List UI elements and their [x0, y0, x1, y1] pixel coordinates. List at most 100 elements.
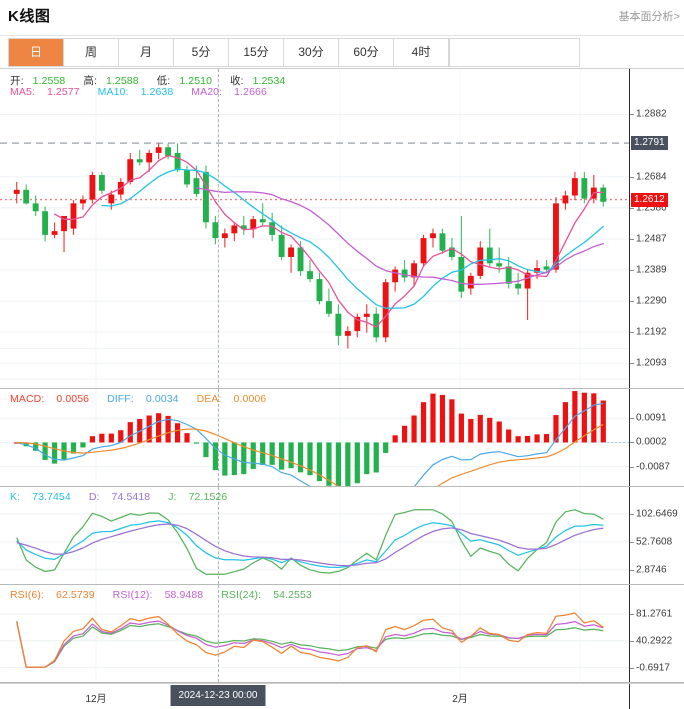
- selected-time-badge: 2024-12-23 00:00: [170, 685, 266, 706]
- crosshair-vertical-line: [218, 487, 219, 584]
- kdj-axis: 102.6469 52.7608 2.8746: [630, 487, 684, 584]
- rsi-axis: 81.2761 40.2922 -0.6917: [630, 585, 684, 682]
- kdj-axis-label: 102.6469: [636, 508, 678, 520]
- macd-axis-label: -0.0087: [636, 461, 670, 473]
- price-axis-label: 1.2684: [636, 171, 667, 183]
- candlestick-chart: [0, 69, 629, 388]
- price-axis: 1.2882 1.2684 1.2586 1.2487 1.2389 1.2290 1.21…: [630, 69, 684, 388]
- macd-legend: MACD: 0.0056 DIFF: 0.0034 DEA: 0.0006: [10, 393, 284, 405]
- rsi-panel[interactable]: RSI(6): 62.5739 RSI(12): 58.9488 RSI(24): …: [0, 585, 684, 683]
- axis-tick: [630, 332, 634, 334]
- rsi-legend: RSI(6): 62.5739 RSI(12): 58.9488 RSI(24): …: [10, 589, 330, 601]
- crosshair-vertical-line: [218, 69, 219, 388]
- macd-axis: 0.0091 0.0002 -0.0087: [630, 389, 684, 486]
- price-axis-label: 1.2586: [636, 202, 667, 214]
- axis-tick: [630, 541, 634, 543]
- tab-4hour[interactable]: 4时: [394, 39, 449, 66]
- rsi12-value: 58.9488: [164, 589, 204, 601]
- rsi-chart: [0, 585, 629, 682]
- time-axis-plot[interactable]: 12月 2月 2024-12-23 00:00: [0, 684, 630, 709]
- tab-15min[interactable]: 15分: [229, 39, 284, 66]
- rsi6-label: RSI(6):: [10, 589, 44, 601]
- axis-tick: [630, 640, 634, 642]
- high-label: 高:: [83, 75, 97, 87]
- axis-tick: [630, 363, 634, 365]
- kdj-panel[interactable]: K: 73.7454 D: 74.5418 J: 72.1526 102.6469 5…: [0, 487, 684, 585]
- axis-tick: [630, 207, 634, 209]
- dea-label: DEA:: [196, 393, 222, 405]
- k-label: K:: [10, 491, 21, 503]
- price-axis-label: 1.2192: [636, 326, 667, 338]
- crosshair-vertical-line: [218, 585, 219, 682]
- ma20-value: 1.2666: [234, 86, 267, 98]
- axis-tick: [630, 613, 634, 615]
- period-tabbar: 日 周 月 5分 15分 30分 60分 4时: [8, 38, 580, 67]
- open-value: 1.2558: [32, 75, 66, 87]
- axis-tick: [630, 513, 634, 515]
- page-title: K线图: [8, 8, 51, 25]
- diff-value: 0.0034: [145, 393, 179, 405]
- time-axis-panel[interactable]: 12月 2月 2024-12-23 00:00: [0, 683, 684, 709]
- tab-day[interactable]: 日: [9, 39, 64, 66]
- price-axis-label: 1.2389: [636, 264, 667, 276]
- axis-tick: [630, 239, 634, 240]
- rsi12-label: RSI(12):: [112, 589, 153, 601]
- kdj-legend: K: 73.7454 D: 74.5418 J: 72.1526: [10, 491, 245, 503]
- diff-label: DIFF:: [107, 393, 134, 405]
- tab-month[interactable]: 月: [119, 39, 174, 66]
- low-label: 低:: [156, 75, 171, 87]
- axis-tick: [630, 569, 634, 571]
- page-header: K线图 基本面分析>: [0, 0, 684, 36]
- axis-tick: [630, 114, 634, 116]
- fundamental-analysis-link[interactable]: 基本面分析>: [618, 11, 680, 23]
- macd-plot-area[interactable]: [0, 389, 630, 486]
- rsi-plot-area[interactable]: [0, 585, 630, 682]
- time-axis-corner: [630, 684, 684, 708]
- kdj-plot-area[interactable]: [0, 487, 630, 584]
- ma5-value: 1.2577: [46, 86, 80, 98]
- axis-tick: [630, 176, 634, 178]
- price-axis-label: 1.2290: [636, 295, 667, 307]
- macd-label: MACD:: [10, 393, 45, 405]
- tab-5min[interactable]: 5分: [174, 39, 229, 66]
- axis-tick: [630, 442, 634, 444]
- rsi24-value: 54.2553: [273, 589, 312, 601]
- macd-chart: [0, 389, 629, 486]
- rsi24-label: RSI(24):: [221, 589, 262, 601]
- low-value: 1.2510: [179, 75, 213, 87]
- ohlc-legend: 开: 1.2558 高: 1.2588 低: 1.2510 收: 1.2534: [10, 73, 303, 88]
- price-axis-label: 1.2093: [636, 357, 667, 369]
- close-value: 1.2534: [252, 75, 286, 87]
- tab-week[interactable]: 周: [64, 39, 119, 66]
- macd-axis-label: 0.0002: [636, 436, 667, 448]
- crosshair-vertical-line: [218, 389, 219, 486]
- ma10-label: MA10:: [97, 86, 129, 98]
- j-label: J:: [168, 491, 177, 503]
- k-value: 73.7454: [32, 491, 71, 503]
- rsi-axis-label: -0.6917: [636, 662, 670, 674]
- macd-axis-label: 0.0091: [636, 412, 667, 424]
- macd-panel[interactable]: MACD: 0.0056 DIFF: 0.0034 DEA: 0.0006 0.00…: [0, 389, 684, 487]
- current-price-badge: 1.2612: [631, 192, 668, 207]
- d-value: 74.5418: [111, 491, 151, 503]
- tab-60min[interactable]: 60分: [339, 39, 394, 66]
- d-label: D:: [88, 491, 100, 503]
- axis-tick: [630, 269, 634, 271]
- rsi-axis-label: 81.2761: [636, 608, 673, 620]
- tabbar-filler: [449, 39, 579, 66]
- kdj-axis-label: 2.8746: [636, 564, 667, 576]
- price-panel[interactable]: 开: 1.2558 高: 1.2588 低: 1.2510 收: 1.2534 MA5: 1.…: [0, 69, 684, 389]
- time-label-feb: 2月: [452, 694, 468, 705]
- price-plot-area[interactable]: [0, 69, 630, 388]
- axis-tick: [630, 418, 634, 420]
- open-label: 开:: [10, 75, 24, 87]
- j-value: 72.1526: [188, 491, 228, 503]
- axis-tick: [630, 667, 634, 669]
- kdj-axis-label: 52.7608: [636, 536, 673, 548]
- price-axis-label: 1.2487: [636, 233, 667, 245]
- tab-30min[interactable]: 30分: [284, 39, 339, 66]
- close-label: 收:: [230, 75, 244, 87]
- time-label-dec: 12月: [85, 694, 107, 705]
- chart-container[interactable]: 开: 1.2558 高: 1.2588 低: 1.2510 收: 1.2534 MA5: 1.…: [0, 68, 684, 709]
- price-axis-label: 1.2882: [636, 108, 667, 120]
